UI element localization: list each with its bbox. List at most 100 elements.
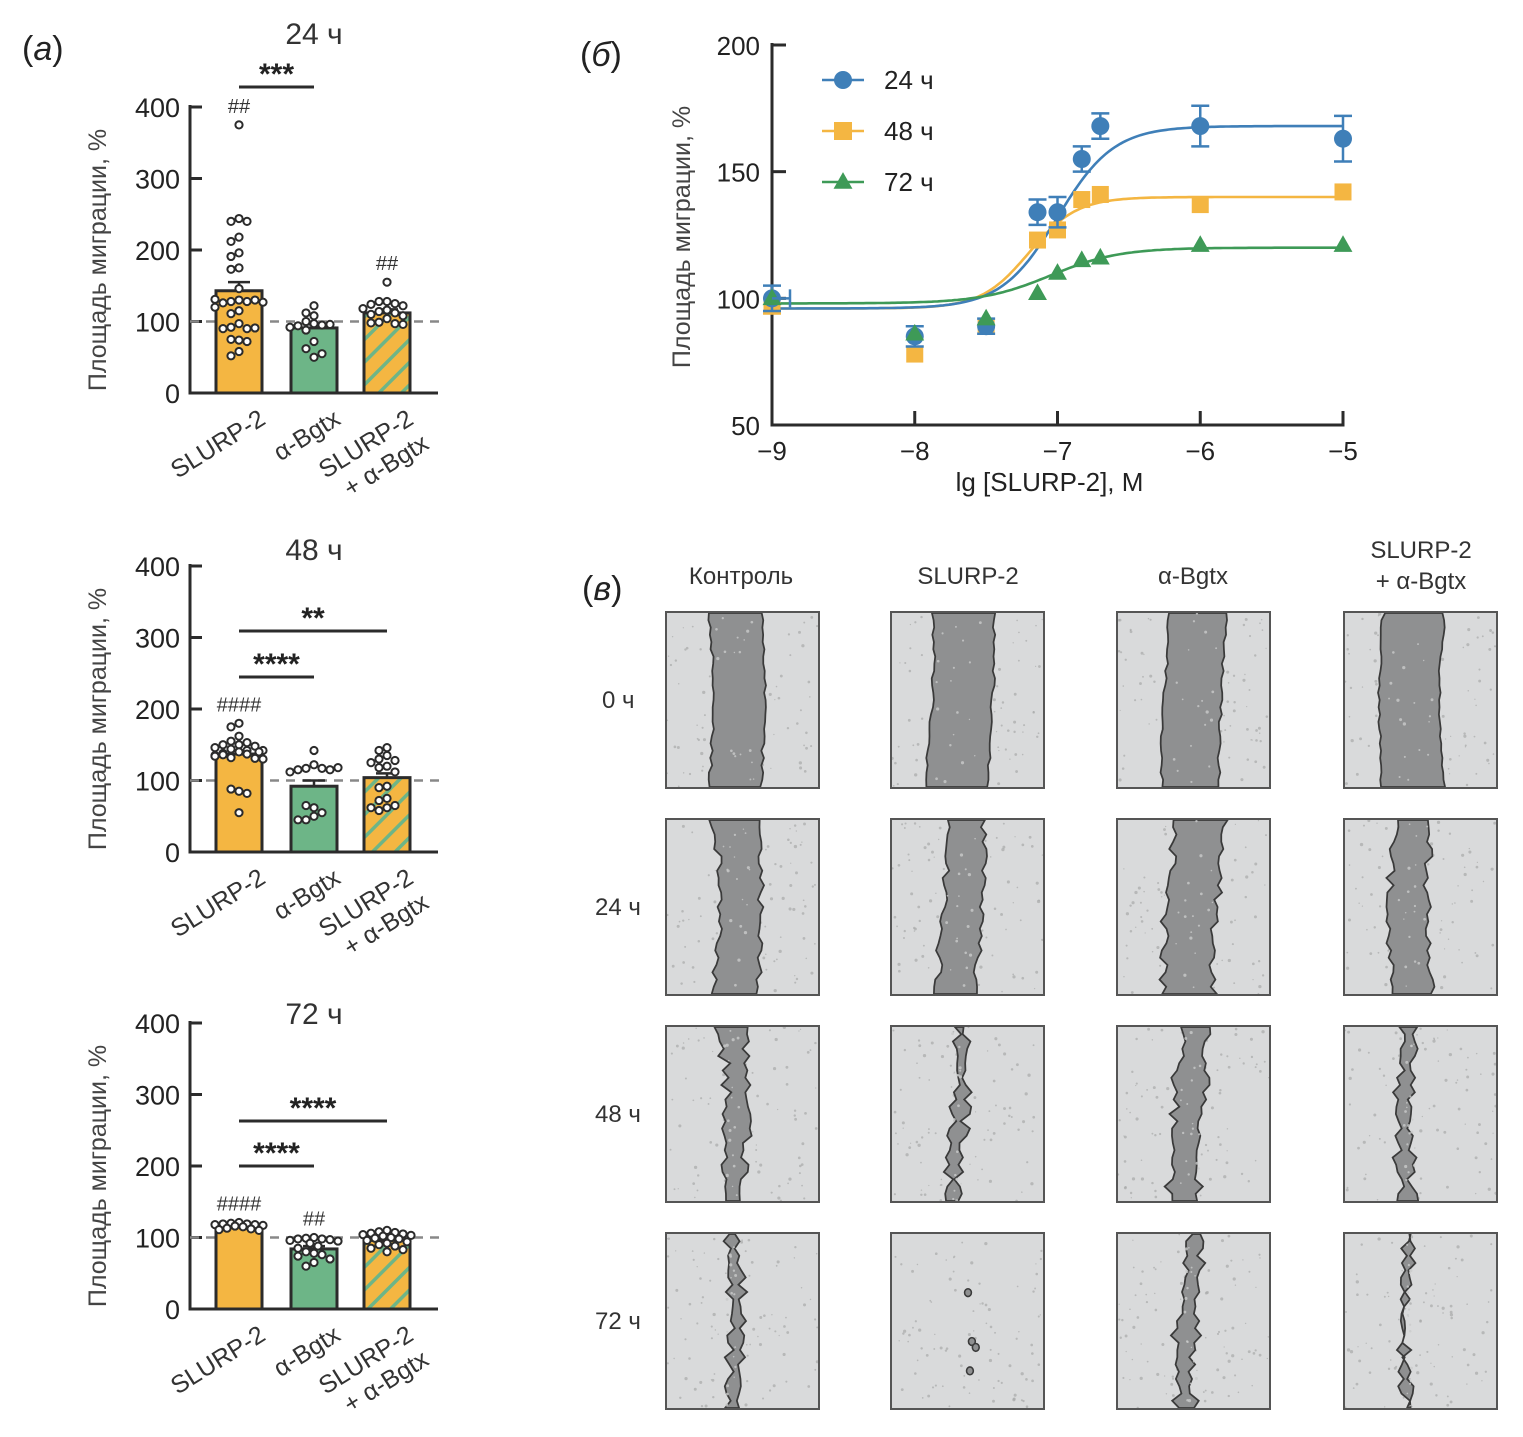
cell-speckle — [907, 853, 910, 856]
cell-speckle — [1021, 843, 1025, 847]
wound-speckle — [746, 866, 750, 870]
cell-speckle — [997, 782, 1001, 786]
cell-speckle — [1041, 854, 1043, 856]
cell-speckle — [1032, 711, 1035, 714]
wound-speckle — [728, 1138, 732, 1142]
data-point — [309, 301, 319, 311]
cell-speckle — [1248, 689, 1251, 691]
wound-speckle — [1409, 1299, 1412, 1301]
wound-speckle — [731, 1154, 734, 1157]
wound-speckle — [946, 894, 949, 897]
cell-speckle — [741, 1239, 743, 1241]
cell-speckle — [1455, 1081, 1458, 1084]
wound-speckle — [958, 1066, 962, 1070]
cell-speckle — [703, 1037, 705, 1039]
data-point — [242, 216, 252, 226]
significance-hash: ## — [228, 96, 251, 118]
cell-speckle — [1008, 1114, 1011, 1118]
cell-speckle — [977, 1179, 979, 1181]
cell-speckle — [1032, 1115, 1036, 1119]
cell-speckle — [1463, 732, 1466, 735]
cell-speckle — [699, 648, 702, 651]
cell-speckle — [699, 915, 702, 918]
marker-circle — [1072, 150, 1091, 168]
micrograph-tile — [890, 611, 1045, 789]
cell-speckle — [682, 961, 685, 964]
panel-label-b: (б) — [580, 36, 622, 74]
marker-circle — [1091, 117, 1110, 136]
wound-speckle — [1197, 705, 1200, 708]
cell-speckle — [798, 761, 803, 765]
cell-speckle — [1491, 1072, 1495, 1076]
cell-speckle — [1467, 689, 1470, 692]
cell-speckle — [696, 737, 699, 740]
cell-speckle — [1140, 1177, 1145, 1181]
significance-stars: **** — [253, 1137, 300, 1170]
cell-speckle — [946, 1044, 950, 1048]
data-point — [234, 747, 244, 757]
cell-speckle — [798, 630, 801, 634]
cell-speckle — [1383, 1141, 1386, 1144]
cell-speckle — [1017, 659, 1020, 662]
cell-speckle — [1481, 635, 1484, 638]
cell-speckle — [1204, 1291, 1208, 1295]
wound-speckle — [966, 924, 970, 929]
cell-speckle — [1157, 888, 1161, 891]
cell-speckle — [1178, 1234, 1180, 1236]
wound-speckle — [1409, 1268, 1413, 1273]
cell-speckle — [918, 1044, 922, 1048]
wound-speckle — [1211, 690, 1215, 694]
cell-speckle — [795, 830, 798, 832]
data-point — [242, 788, 252, 798]
cell-speckle — [1442, 1312, 1444, 1314]
wound-speckle — [746, 629, 750, 633]
cell-speckle — [1122, 685, 1125, 687]
cell-speckle — [1160, 1105, 1164, 1109]
wound-speckle — [1409, 1095, 1412, 1098]
cell-speckle — [1480, 1073, 1482, 1075]
data-point — [226, 736, 236, 746]
cell-speckle — [992, 1399, 995, 1403]
wound-speckle — [1414, 864, 1417, 866]
cell-speckle — [986, 1050, 989, 1052]
cell-speckle — [714, 1329, 717, 1331]
cell-speckle — [1227, 958, 1231, 963]
wound-speckle — [953, 1118, 956, 1121]
cell-speckle — [1459, 1047, 1463, 1051]
bar-slurp2 — [214, 1225, 264, 1311]
wound-speckle — [1413, 910, 1416, 913]
cell-speckle — [989, 1138, 993, 1142]
wound-speckle — [1409, 1380, 1412, 1383]
data-point — [258, 754, 268, 764]
cell-speckle — [667, 719, 669, 722]
cell-speckle — [691, 625, 694, 628]
cell-speckle — [756, 1094, 759, 1098]
cell-speckle — [773, 960, 776, 963]
wound-area — [1395, 1234, 1417, 1408]
cell-speckle — [1257, 820, 1260, 822]
cell-speckle — [995, 836, 998, 839]
cell-speckle — [688, 918, 690, 921]
wound-speckle — [953, 1189, 956, 1192]
cell-speckle — [1490, 987, 1493, 990]
wound-speckle — [729, 1263, 733, 1267]
cell-speckle — [1411, 1405, 1413, 1408]
cell-speckle — [1013, 730, 1016, 734]
cell-speckle — [677, 683, 680, 685]
cell-speckle — [1118, 1119, 1121, 1122]
cell-speckle — [1265, 647, 1267, 649]
cell-speckle — [1421, 1115, 1424, 1118]
cell-speckle — [1207, 1269, 1211, 1272]
cell-speckle — [1166, 1086, 1170, 1091]
cell-speckle — [920, 1193, 923, 1197]
cell-speckle — [1368, 1134, 1371, 1137]
cell-speckle — [931, 850, 934, 854]
cell-speckle — [1346, 1186, 1349, 1189]
wound-speckle — [962, 984, 966, 987]
cell-speckle — [1462, 646, 1465, 649]
cell-speckle — [1252, 1351, 1256, 1355]
cell-speckle — [667, 772, 668, 775]
data-point — [214, 1225, 224, 1235]
cell-speckle — [1377, 866, 1381, 870]
wound-speckle — [734, 755, 737, 758]
